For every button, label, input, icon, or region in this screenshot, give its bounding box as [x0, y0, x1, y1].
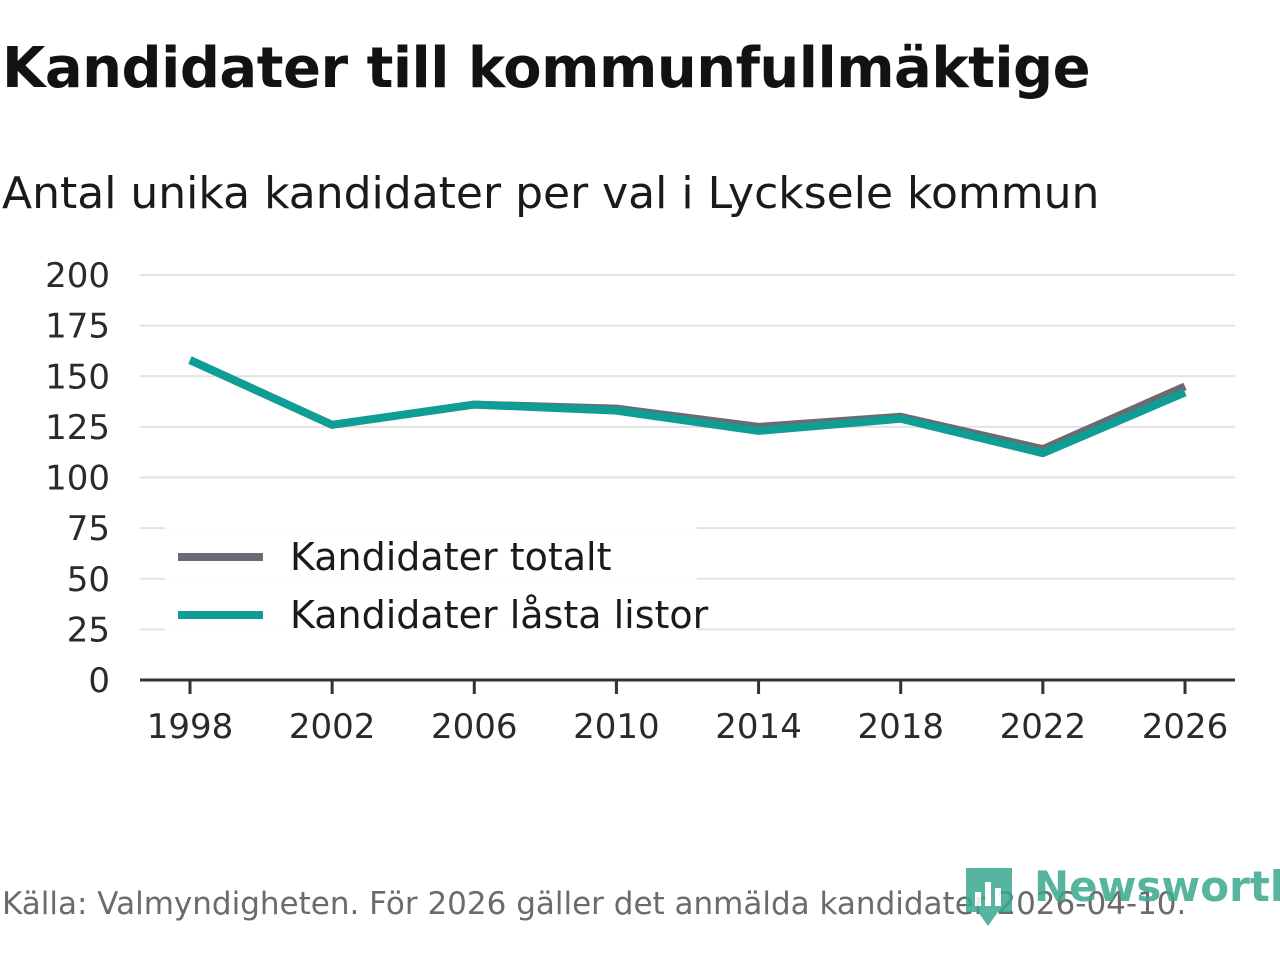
legend-label: Kandidater totalt	[290, 535, 611, 579]
x-axis: 1998 2002 2006 2010 2014 2018 2022 2026	[140, 678, 1235, 747]
legend: Kandidater totalt Kandidater låsta listor	[165, 527, 709, 637]
x-tick-label: 2022	[1000, 707, 1087, 747]
y-axis-ticks: 0 25 50 75 100 125 150 175 200	[45, 256, 110, 701]
chart-title: Kandidater till kommunfullmäktige	[2, 36, 1091, 101]
x-tick-label: 2010	[573, 707, 660, 747]
x-tick-label: 2002	[289, 707, 376, 747]
brand-name: Newsworthy	[1034, 862, 1280, 911]
x-tick-label: 1998	[147, 707, 234, 747]
y-tick-label: 25	[67, 610, 110, 650]
chart-subtitle: Antal unika kandidater per val i Lycksel…	[2, 168, 1100, 219]
newsworthy-logo	[966, 868, 1012, 926]
y-tick-label: 0	[88, 661, 110, 701]
x-tick-label: 2014	[715, 707, 802, 747]
legend-label: Kandidater låsta listor	[290, 593, 709, 637]
y-tick-label: 100	[45, 459, 110, 499]
y-tick-label: 175	[45, 307, 110, 347]
x-tick-label: 2018	[857, 707, 944, 747]
x-tick-label: 2026	[1142, 707, 1229, 747]
series-lines	[188, 356, 1187, 458]
y-tick-label: 50	[67, 560, 110, 600]
y-tick-label: 75	[67, 509, 110, 549]
series-line-locked	[188, 356, 1187, 458]
bar-chart-icon	[966, 868, 1012, 926]
y-tick-label: 150	[45, 357, 110, 397]
x-tick-label: 2006	[431, 707, 518, 747]
series-line-total	[188, 356, 1187, 454]
y-tick-label: 125	[45, 408, 110, 448]
y-tick-label: 200	[45, 256, 110, 296]
